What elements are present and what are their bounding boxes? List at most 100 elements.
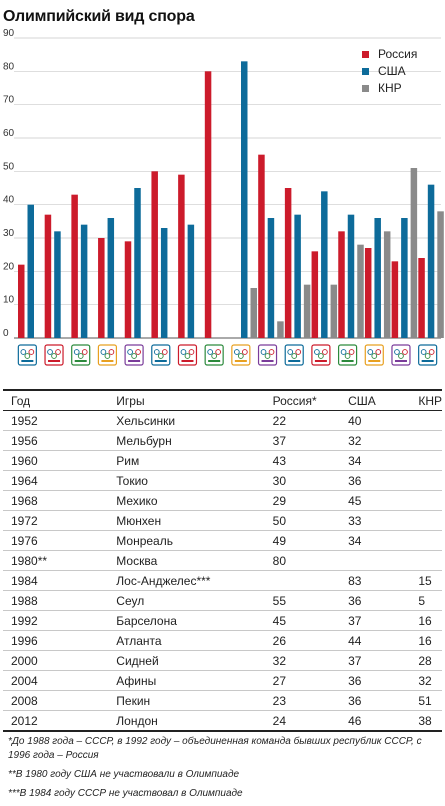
montreal-1976-logo-icon xyxy=(177,344,198,366)
cell-games: Рим xyxy=(108,450,265,471)
cell-usa: 44 xyxy=(340,630,411,651)
cell-russia: 24 xyxy=(264,710,341,732)
bar-2012-1 xyxy=(427,184,435,338)
cell-china xyxy=(410,550,442,571)
footnote-2: **В 1980 году США не участвовали в Олимп… xyxy=(8,769,240,780)
chart-title: Олимпийский вид спора xyxy=(3,8,195,25)
moscow-1980-logo-icon xyxy=(204,344,224,366)
legend-label: США xyxy=(378,64,406,78)
y-tick-label: 10 xyxy=(3,295,15,306)
cell-russia: 50 xyxy=(264,510,341,531)
cell-games: Мюнхен xyxy=(108,510,265,531)
barcelona-1992-logo-icon xyxy=(284,344,304,366)
header-games: Игры xyxy=(108,389,265,411)
table-row: 1996 Атланта 26 44 16 xyxy=(3,630,442,651)
cell-china: 32 xyxy=(410,670,442,691)
bar-1996-1 xyxy=(321,191,328,338)
footnote-3: ***В 1984 году СССР не участвовал в Олим… xyxy=(8,788,243,799)
y-tick-label: 90 xyxy=(3,28,15,39)
cell-games: Мельбурн xyxy=(108,430,265,451)
legend-swatch xyxy=(362,51,369,58)
cell-china xyxy=(410,430,442,451)
y-tick-label: 0 xyxy=(3,328,9,339)
munich-1972-logo-icon xyxy=(151,344,171,366)
cell-games: Хельсинки xyxy=(108,410,265,431)
bar-2000-0 xyxy=(338,231,345,338)
cell-usa: 34 xyxy=(340,530,411,551)
rome-1960-logo-icon xyxy=(71,344,91,366)
bar-1984-1 xyxy=(241,61,248,338)
cell-china xyxy=(410,450,442,471)
cell-china xyxy=(410,530,442,551)
cell-games: Афины xyxy=(108,670,265,691)
cell-russia: 29 xyxy=(264,490,341,511)
cell-russia xyxy=(264,570,341,591)
table-body: 1952 Хельсинки 22 40 1956 Мельбурн 37 32 1960 Рим… xyxy=(3,410,442,732)
bar-1972-0 xyxy=(151,171,158,338)
y-tick-label: 40 xyxy=(3,195,15,206)
y-tick-label: 30 xyxy=(3,228,15,239)
cell-year: 1988 xyxy=(3,590,109,611)
beijing-2008-logo-icon xyxy=(391,344,411,366)
y-tick-label: 60 xyxy=(3,128,15,139)
y-tick-label: 50 xyxy=(3,161,15,172)
cell-russia: 26 xyxy=(264,630,341,651)
cell-russia: 45 xyxy=(264,610,341,631)
cell-year: 1972 xyxy=(3,510,109,531)
cell-year: 1952 xyxy=(3,410,109,431)
results-table: Год Игры Россия* США КНР 1952 Хельсинки 22… xyxy=(3,389,442,732)
bar-1996-2 xyxy=(330,284,338,338)
cell-games: Барселона xyxy=(108,610,265,631)
bar-2004-0 xyxy=(364,248,372,338)
cell-russia: 23 xyxy=(264,690,341,711)
y-tick-label: 70 xyxy=(3,95,15,106)
table-row: 1980** Москва 80 xyxy=(3,550,442,571)
header-year: Год xyxy=(3,389,109,411)
cell-year: 2012 xyxy=(3,710,109,732)
cell-usa: 83 xyxy=(340,570,411,591)
cell-china xyxy=(410,510,442,531)
legend: Россия США КНР xyxy=(362,47,417,95)
cell-china: 16 xyxy=(410,610,442,631)
cell-china xyxy=(410,490,442,511)
cell-russia: 49 xyxy=(264,530,341,551)
table-header: Год Игры Россия* США КНР xyxy=(3,389,442,411)
table-row: 2008 Пекин 23 36 51 xyxy=(3,690,442,711)
bar-1956-1 xyxy=(54,231,61,338)
bar-1964-0 xyxy=(98,238,105,338)
cell-year: 1980** xyxy=(3,550,109,571)
cell-usa: 36 xyxy=(340,670,411,691)
bar-1980-0 xyxy=(204,71,212,338)
table-row: 1960 Рим 43 34 xyxy=(3,450,442,471)
table-row: 2000 Сидней 32 37 28 xyxy=(3,650,442,671)
cell-games: Монреаль xyxy=(108,530,265,551)
cell-games: Токио xyxy=(108,470,265,491)
cell-year: 2000 xyxy=(3,650,109,671)
cell-russia: 27 xyxy=(264,670,341,691)
tokyo-1964-logo-icon xyxy=(97,344,118,366)
cell-usa xyxy=(340,550,411,571)
bar-chart: 0 10 20 30 40 50 60 70 80 90 Россия США КНР xyxy=(3,28,444,366)
header-usa: США xyxy=(340,389,411,411)
seoul-1988-logo-icon xyxy=(257,344,278,366)
bar-1968-1 xyxy=(134,188,141,338)
cell-games: Лондон xyxy=(108,710,265,732)
cell-russia: 55 xyxy=(264,590,341,611)
cell-china xyxy=(410,470,442,491)
cell-usa: 37 xyxy=(340,650,411,671)
games-logos xyxy=(17,344,438,366)
bar-1992-0 xyxy=(284,188,292,338)
cell-usa: 33 xyxy=(340,510,411,531)
legend-label: КНР xyxy=(378,81,402,95)
cell-china: 15 xyxy=(410,570,442,591)
cell-usa: 36 xyxy=(340,690,411,711)
cell-china: 16 xyxy=(410,630,442,651)
bar-1964-1 xyxy=(107,218,115,338)
bar-1996-0 xyxy=(311,251,319,338)
table-header-row: Год Игры Россия* США КНР xyxy=(3,389,442,411)
bar-2008-2 xyxy=(410,168,418,338)
cell-usa: 46 xyxy=(340,710,411,732)
cell-usa: 37 xyxy=(340,610,411,631)
helsinki-1952-logo-icon xyxy=(17,344,37,366)
cell-games: Сеул xyxy=(108,590,265,611)
